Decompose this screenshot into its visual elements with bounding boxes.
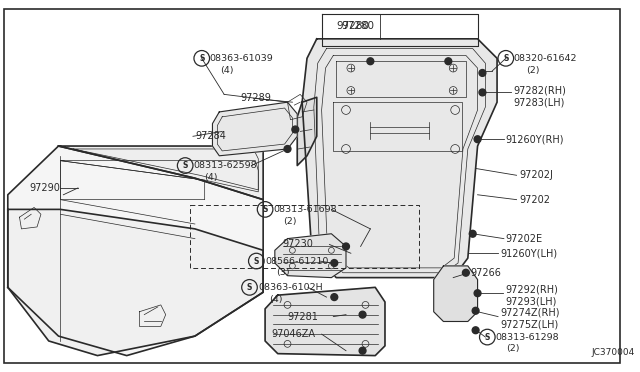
Text: 08313-61298: 08313-61298	[495, 333, 559, 341]
Circle shape	[331, 260, 338, 266]
Text: 97202J: 97202J	[520, 170, 554, 180]
Polygon shape	[212, 102, 297, 156]
Circle shape	[474, 290, 481, 296]
Circle shape	[292, 126, 299, 133]
Text: 97280: 97280	[341, 21, 374, 31]
Circle shape	[445, 58, 452, 65]
Text: 08566-61210: 08566-61210	[265, 257, 328, 266]
Text: S: S	[199, 54, 204, 63]
Text: 97283(LH): 97283(LH)	[514, 97, 565, 107]
Text: (2): (2)	[284, 217, 297, 225]
Text: 97293(LH): 97293(LH)	[506, 296, 557, 306]
Text: S: S	[484, 333, 490, 341]
Polygon shape	[8, 146, 263, 356]
Text: 97281: 97281	[287, 312, 318, 322]
Text: 97274Z(RH): 97274Z(RH)	[500, 308, 559, 318]
Polygon shape	[58, 146, 263, 200]
Text: (4): (4)	[269, 295, 282, 304]
Polygon shape	[302, 39, 497, 278]
Circle shape	[284, 145, 291, 153]
Polygon shape	[434, 266, 477, 321]
Text: 97202E: 97202E	[506, 234, 543, 244]
Circle shape	[469, 230, 476, 237]
Text: 97289: 97289	[241, 93, 271, 103]
Circle shape	[463, 269, 469, 276]
Polygon shape	[8, 209, 263, 356]
Polygon shape	[275, 234, 346, 278]
Text: 08320-61642: 08320-61642	[514, 54, 577, 63]
Polygon shape	[265, 287, 385, 356]
Text: 97290: 97290	[29, 183, 60, 193]
Text: (4): (4)	[204, 173, 217, 182]
Text: (4): (4)	[220, 65, 234, 74]
Text: S: S	[182, 161, 188, 170]
Text: S: S	[503, 54, 509, 63]
Text: (2): (2)	[506, 344, 519, 353]
Text: S: S	[262, 205, 268, 214]
Text: 08363-61039: 08363-61039	[209, 54, 273, 63]
Text: 97275Z(LH): 97275Z(LH)	[500, 320, 558, 329]
Text: 91260Y(LH): 91260Y(LH)	[500, 248, 557, 258]
Text: 97266: 97266	[471, 268, 502, 278]
Text: 97202: 97202	[520, 195, 550, 205]
Text: 97282(RH): 97282(RH)	[514, 86, 566, 96]
Text: 97046ZA: 97046ZA	[271, 329, 315, 339]
Text: (3): (3)	[276, 268, 289, 277]
Text: 97284: 97284	[195, 131, 226, 141]
Text: S: S	[253, 257, 259, 266]
Text: 08313-61698: 08313-61698	[273, 205, 337, 214]
Polygon shape	[297, 97, 317, 166]
Circle shape	[359, 347, 366, 354]
Circle shape	[342, 243, 349, 250]
Circle shape	[359, 311, 366, 318]
Circle shape	[474, 136, 481, 142]
Circle shape	[331, 294, 338, 301]
Circle shape	[479, 89, 486, 96]
Circle shape	[472, 307, 479, 314]
Circle shape	[472, 327, 479, 334]
Text: 08363-6102H: 08363-6102H	[259, 283, 323, 292]
Circle shape	[367, 58, 374, 65]
Text: 97292(RH): 97292(RH)	[506, 284, 559, 294]
Text: S: S	[247, 283, 252, 292]
Text: 08313-62598: 08313-62598	[193, 161, 257, 170]
Text: 97230: 97230	[283, 240, 314, 250]
Text: (2): (2)	[526, 65, 540, 74]
Text: 97280: 97280	[336, 21, 369, 31]
Text: JC370004: JC370004	[591, 348, 635, 357]
Text: 91260Y(RH): 91260Y(RH)	[506, 134, 564, 144]
Circle shape	[479, 70, 486, 76]
